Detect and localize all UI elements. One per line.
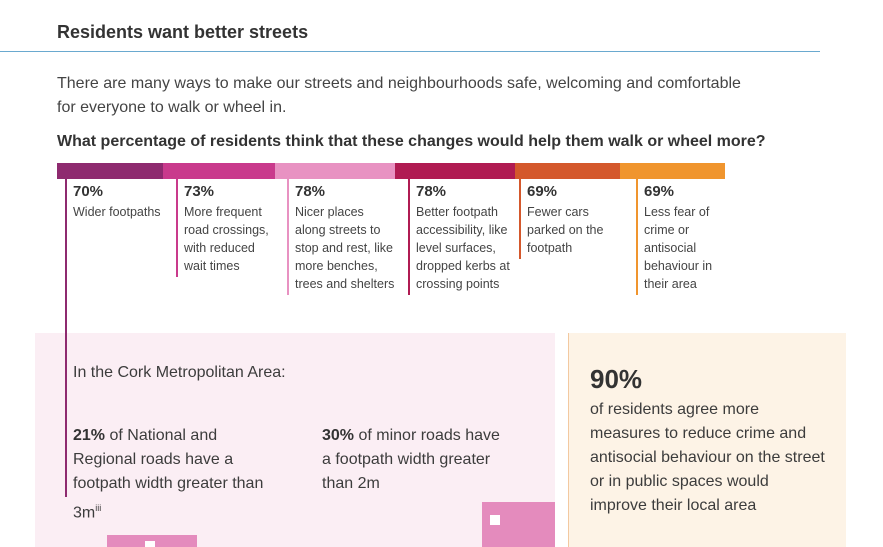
item-label: Less fear of crime or antisocial behavio… bbox=[644, 205, 713, 291]
item-label: Nicer places along streets to stop and r… bbox=[295, 205, 395, 291]
item-percent: 70% bbox=[73, 183, 104, 200]
item: 70% Wider footpaths bbox=[65, 179, 163, 223]
intro: There are many ways to make our streets … bbox=[57, 75, 741, 116]
stat-value: 21% bbox=[73, 427, 106, 444]
stat-value: 30% bbox=[322, 427, 355, 444]
decoration bbox=[482, 502, 555, 547]
cork-heading: In the Cork Metropolitan Area: bbox=[73, 364, 286, 381]
item-label: Wider footpaths bbox=[73, 205, 161, 219]
footnote: iii bbox=[95, 503, 102, 513]
color-bar bbox=[395, 163, 515, 179]
color-bar bbox=[275, 163, 395, 179]
stat: 30% of minor roads have a footpath width… bbox=[322, 424, 502, 496]
item-label: More frequent road crossings, with reduc… bbox=[184, 205, 269, 273]
item-percent: 69% bbox=[527, 183, 558, 200]
stat-text: of National and Regional roads have a fo… bbox=[73, 427, 264, 522]
item-label: Better footpath accessibility, like leve… bbox=[416, 205, 510, 291]
item: 78% Better footpath accessibility, like l… bbox=[408, 179, 516, 295]
decoration bbox=[107, 535, 197, 547]
color-bar bbox=[620, 163, 725, 179]
side-text: of residents agree more measures to redu… bbox=[590, 401, 825, 514]
color-bar bbox=[163, 163, 275, 179]
item-label: Fewer cars parked on the footpath bbox=[527, 205, 604, 255]
side-panel bbox=[568, 333, 846, 547]
rule bbox=[0, 51, 820, 52]
item: 73% More frequent road crossings, with re… bbox=[176, 179, 274, 277]
color-bar bbox=[515, 163, 620, 179]
item-percent: 73% bbox=[184, 183, 215, 200]
side-value: 90% bbox=[590, 364, 643, 394]
stat-text: of minor roads have a footpath width gre… bbox=[322, 427, 500, 492]
connector-line bbox=[65, 200, 67, 497]
item: 78% Nicer places along streets to stop an… bbox=[287, 179, 395, 295]
item-percent: 78% bbox=[416, 183, 447, 200]
item: 69% Fewer cars parked on the footpath bbox=[519, 179, 622, 259]
stat: 21% of National and Regional roads have … bbox=[73, 424, 273, 525]
title: Residents want better streets bbox=[57, 22, 309, 42]
item: 69% Less fear of crime or antisocial beha… bbox=[636, 179, 724, 295]
color-bar bbox=[57, 163, 163, 179]
item-percent: 78% bbox=[295, 183, 326, 200]
item-percent: 69% bbox=[644, 183, 675, 200]
question: What percentage of residents think that … bbox=[57, 133, 766, 150]
cork-panel bbox=[35, 333, 555, 547]
